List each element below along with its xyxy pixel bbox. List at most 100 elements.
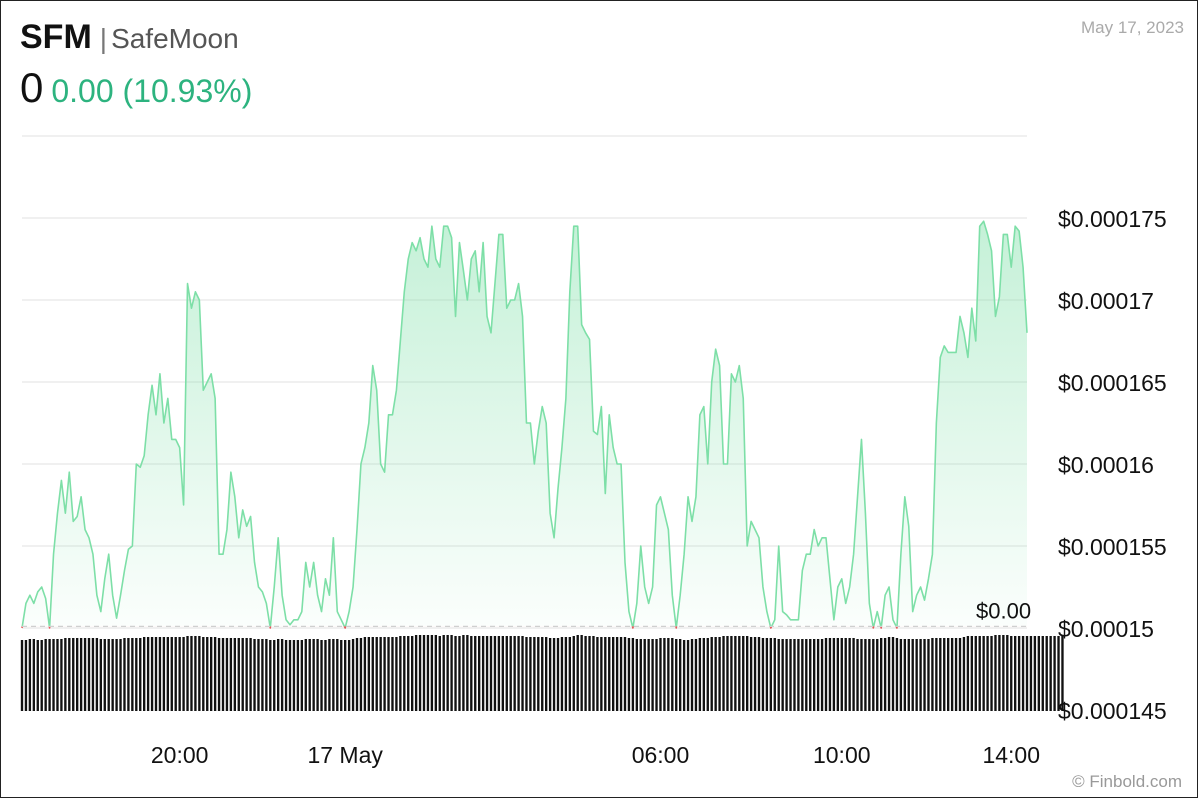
volume-bar [623, 637, 627, 711]
volume-bar [64, 638, 67, 711]
volume-bar [655, 639, 658, 711]
volume-bar [552, 638, 556, 711]
volume-bar [430, 635, 434, 711]
volume-bar [966, 636, 970, 711]
volume-bar [537, 637, 540, 711]
volume-bar [824, 638, 828, 711]
volume-bar [797, 639, 800, 711]
volume-bar [828, 638, 832, 711]
volume-bar [848, 638, 851, 711]
volume-bar [221, 638, 225, 711]
volume-bar [462, 635, 465, 711]
volume-bar [785, 639, 788, 711]
volume-bar [1025, 636, 1029, 711]
x-tick-label: 10:00 [813, 742, 871, 768]
volume-bar [769, 638, 773, 711]
volume-bar [233, 638, 237, 711]
volume-bar [308, 639, 311, 711]
volume-bar [485, 636, 489, 711]
volume-bar [592, 636, 595, 711]
volume-bar [395, 637, 398, 711]
volume-bar [225, 638, 229, 711]
volume-bar [1037, 636, 1041, 711]
volume-bar [773, 638, 776, 711]
volume-bar [836, 638, 840, 711]
volume-bar [891, 637, 895, 711]
volume-bar [284, 640, 288, 711]
volume-bar [166, 637, 170, 711]
volume-bar [186, 636, 189, 711]
volume-bar [72, 638, 75, 711]
volume-bar [320, 640, 323, 711]
volume-bar [68, 638, 71, 711]
volume-bar [1002, 635, 1005, 711]
volume-bar [505, 636, 508, 711]
volume-bar [820, 639, 824, 711]
volume-bar [474, 636, 477, 711]
volume-bar [978, 636, 981, 711]
volume-bar [316, 639, 319, 711]
volume-bar [899, 639, 903, 711]
volume-bar [245, 638, 248, 711]
volume-bar [943, 638, 946, 711]
volume-bar [627, 638, 631, 711]
price-row: 0 0.00 (10.93%) [20, 64, 252, 112]
y-tick-label: $0.000145 [1058, 698, 1167, 724]
volume-bar [679, 639, 682, 711]
volume-bar [351, 639, 355, 711]
volume-bar [210, 637, 213, 711]
volume-bar [296, 640, 300, 711]
volume-bar [79, 638, 83, 711]
volume-bar [639, 639, 642, 711]
volume-bar [805, 639, 808, 711]
volume-bar [450, 635, 453, 711]
volume-bar [734, 636, 737, 711]
volume-bar [493, 636, 497, 711]
volume-bar [954, 638, 958, 711]
volume-bar [454, 636, 457, 711]
volume-bar [470, 636, 473, 711]
volume-bar [572, 636, 575, 711]
volume-bar [947, 638, 950, 711]
volume-bar [328, 639, 331, 711]
title-separator: | [99, 23, 108, 54]
volume-bar [162, 637, 166, 711]
volume-bar [856, 639, 859, 711]
volume-bar [332, 639, 335, 711]
volume-bar [1053, 636, 1056, 711]
volume-bar [150, 637, 154, 711]
volume-bar [671, 638, 674, 711]
volume-bar [663, 638, 666, 711]
volume-bar [170, 637, 173, 711]
volume-bar [442, 635, 445, 711]
volume-bar [359, 638, 363, 711]
volume-bar [706, 638, 709, 711]
volume-bar [962, 637, 966, 711]
volume-bar [1049, 636, 1052, 711]
volume-bar [604, 637, 607, 711]
volume-bar [702, 638, 706, 711]
volume-bar [312, 639, 315, 711]
volume-bar [990, 636, 993, 711]
volume-bar [292, 640, 296, 711]
volume-bar [895, 638, 899, 711]
source-credit: © Finbold.com [1072, 772, 1182, 791]
baseline-label: $0.00 [976, 598, 1031, 623]
volume-bar [336, 639, 339, 711]
volume-bar [182, 637, 185, 711]
price-area [21, 220, 1028, 629]
volume-bar [608, 637, 611, 711]
volume-bar [1006, 635, 1009, 711]
ticker-symbol: SFM [20, 18, 92, 56]
volume-bar [304, 639, 307, 711]
volume-bar [363, 637, 367, 711]
volume-bar [269, 640, 272, 711]
volume-bar [698, 638, 702, 711]
volume-bar [217, 638, 221, 711]
volume-bar [730, 636, 733, 711]
volume-bar [174, 637, 177, 711]
volume-bar [631, 638, 635, 711]
volume-bar [982, 636, 985, 711]
volume-bar [675, 639, 678, 711]
volume-bar [344, 640, 347, 711]
